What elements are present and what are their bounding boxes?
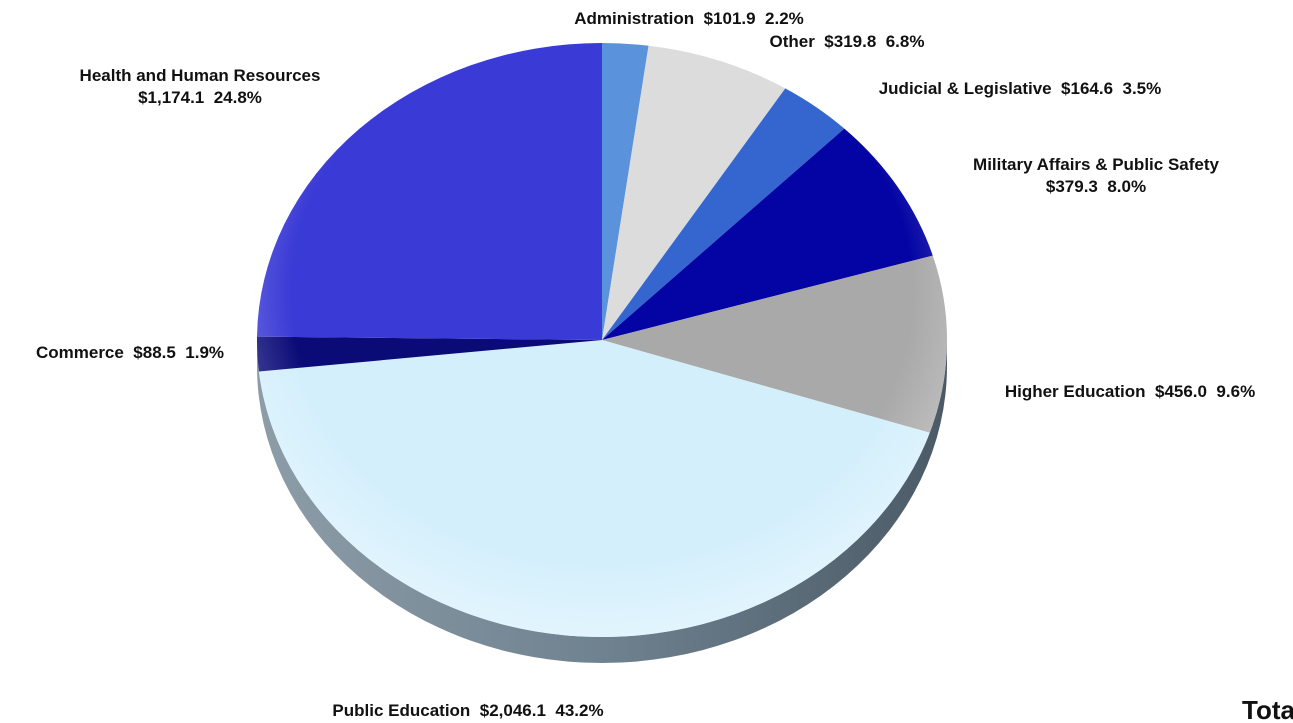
data-label-public-education: Public Education $2,046.1 43.2% <box>332 701 603 720</box>
pie-slice-health-and-human-resources <box>257 43 602 340</box>
data-label-higher-education: Higher Education $456.0 9.6% <box>1005 382 1255 401</box>
data-label-military-affairs-and-public-safety: Military Affairs & Public Safety $379.3 8… <box>973 155 1219 196</box>
data-label-health-and-human-resources: Health and Human Resources $1,174.1 24.8% <box>80 66 321 107</box>
total-label: Total <box>1242 695 1293 723</box>
data-label-judicial-and-legislative: Judicial & Legislative $164.6 3.5% <box>879 79 1162 98</box>
data-label-administration: Administration $101.9 2.2% <box>574 9 804 28</box>
data-label-commerce: Commerce $88.5 1.9% <box>36 343 224 362</box>
data-label-other: Other $319.8 6.8% <box>770 32 925 51</box>
